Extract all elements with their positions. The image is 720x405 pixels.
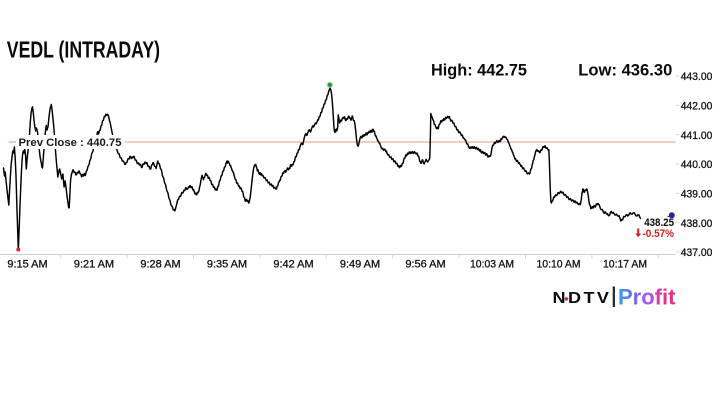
svg-text:-0.57%: -0.57% <box>643 228 675 240</box>
svg-text:10:03 AM: 10:03 AM <box>470 259 514 271</box>
svg-text:438.25: 438.25 <box>644 217 674 229</box>
svg-text:440.00: 440.00 <box>681 159 713 171</box>
svg-text:442.00: 442.00 <box>681 100 713 112</box>
svg-text:9:35 AM: 9:35 AM <box>207 259 247 271</box>
svg-text:Profit: Profit <box>618 285 676 310</box>
svg-text:9:49 AM: 9:49 AM <box>340 259 380 271</box>
svg-text:High: 442.75: High: 442.75 <box>431 61 527 79</box>
svg-text:10:10 AM: 10:10 AM <box>537 259 581 271</box>
svg-text:Prev Close : 440.75: Prev Close : 440.75 <box>19 137 122 149</box>
svg-text:437.00: 437.00 <box>681 247 713 259</box>
svg-text:VEDL (INTRADAY): VEDL (INTRADAY) <box>7 37 160 63</box>
svg-text:9:56 AM: 9:56 AM <box>405 259 445 271</box>
svg-text:9:42 AM: 9:42 AM <box>273 259 313 271</box>
svg-text:9:28 AM: 9:28 AM <box>140 259 180 271</box>
svg-text:438.00: 438.00 <box>681 218 713 230</box>
svg-text:10:17 AM: 10:17 AM <box>603 259 647 271</box>
svg-text:9:21 AM: 9:21 AM <box>74 259 114 271</box>
svg-text:439.00: 439.00 <box>681 188 713 200</box>
svg-text:441.00: 441.00 <box>681 130 713 142</box>
svg-text:Low: 436.30: Low: 436.30 <box>578 61 672 79</box>
svg-text:443.00: 443.00 <box>681 71 713 83</box>
svg-text:9:15 AM: 9:15 AM <box>7 259 47 271</box>
